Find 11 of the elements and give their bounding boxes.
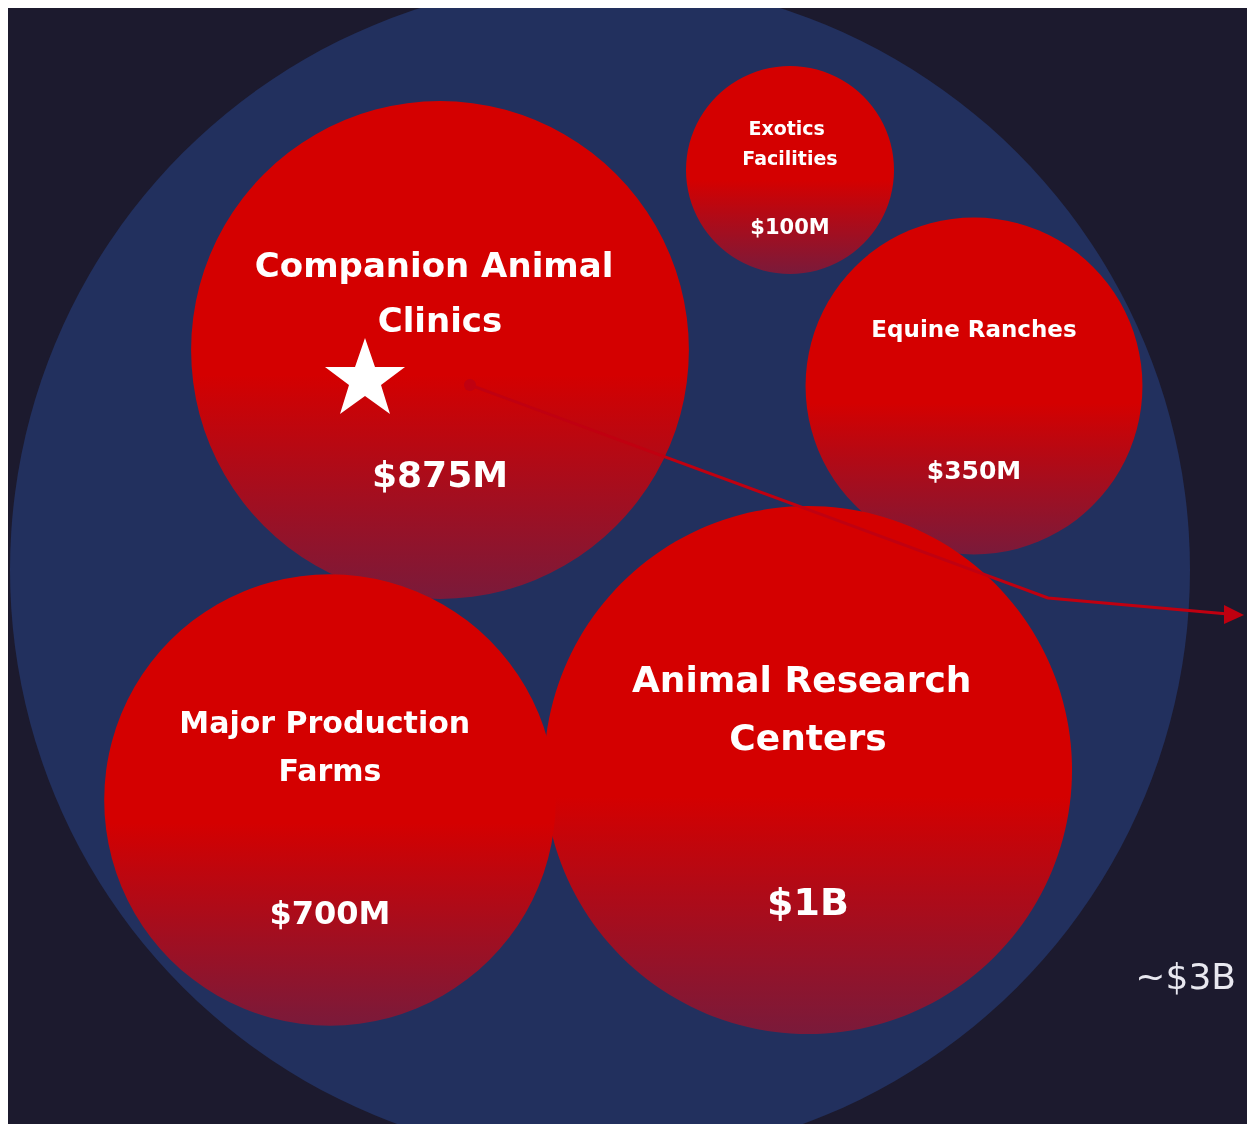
text: ~$3B [1135, 955, 1236, 997]
category-label: Equine Ranches [871, 315, 1077, 342]
category-label: Exotics Facilities [742, 117, 838, 170]
category-label: Companion Animal Clinics [254, 245, 626, 340]
data-label: $875M [371, 453, 509, 495]
data-label: $1B [767, 880, 849, 924]
data-label: $100M [750, 215, 830, 240]
category-label: Major Production Farms [179, 704, 481, 788]
data-label: $700M [269, 893, 391, 932]
data-label: $350M [926, 455, 1022, 485]
category-label: Animal Research Centers [631, 659, 985, 759]
